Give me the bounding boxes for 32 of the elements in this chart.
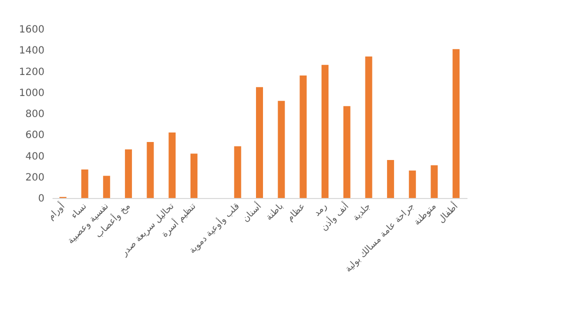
bar	[256, 87, 263, 198]
bar	[234, 146, 242, 198]
x-tick-label: أورام	[45, 200, 68, 222]
y-tick-label: 1200	[19, 66, 44, 78]
bar	[81, 169, 88, 198]
bar	[278, 100, 285, 198]
x-tick-label: عظام	[285, 202, 308, 224]
bar	[452, 49, 460, 198]
bar	[322, 64, 329, 198]
bar	[190, 154, 198, 198]
y-tick-label: 600	[25, 130, 44, 142]
bar	[365, 56, 372, 198]
bar	[300, 75, 307, 198]
x-tick-label: نساء	[70, 202, 90, 222]
bar	[168, 132, 176, 198]
y-tick-label: 400	[25, 151, 44, 162]
x-tick-label: أسنان	[240, 200, 264, 224]
bar	[408, 170, 416, 198]
bar	[124, 149, 132, 198]
y-tick-label: 1400	[19, 46, 44, 57]
bar	[146, 142, 154, 198]
y-tick-label: 200	[25, 172, 44, 184]
x-tick-label: جلدية	[351, 202, 373, 224]
y-tick-label: 800	[25, 109, 44, 120]
bar	[343, 106, 350, 198]
bar	[387, 160, 394, 198]
y-tick-label: 0	[38, 194, 44, 204]
y-tick-label: 1600	[19, 24, 44, 36]
bar	[430, 165, 438, 198]
x-tick-label: باطنة	[264, 202, 286, 223]
y-tick-label: 1000	[19, 88, 44, 99]
bar	[103, 176, 110, 198]
